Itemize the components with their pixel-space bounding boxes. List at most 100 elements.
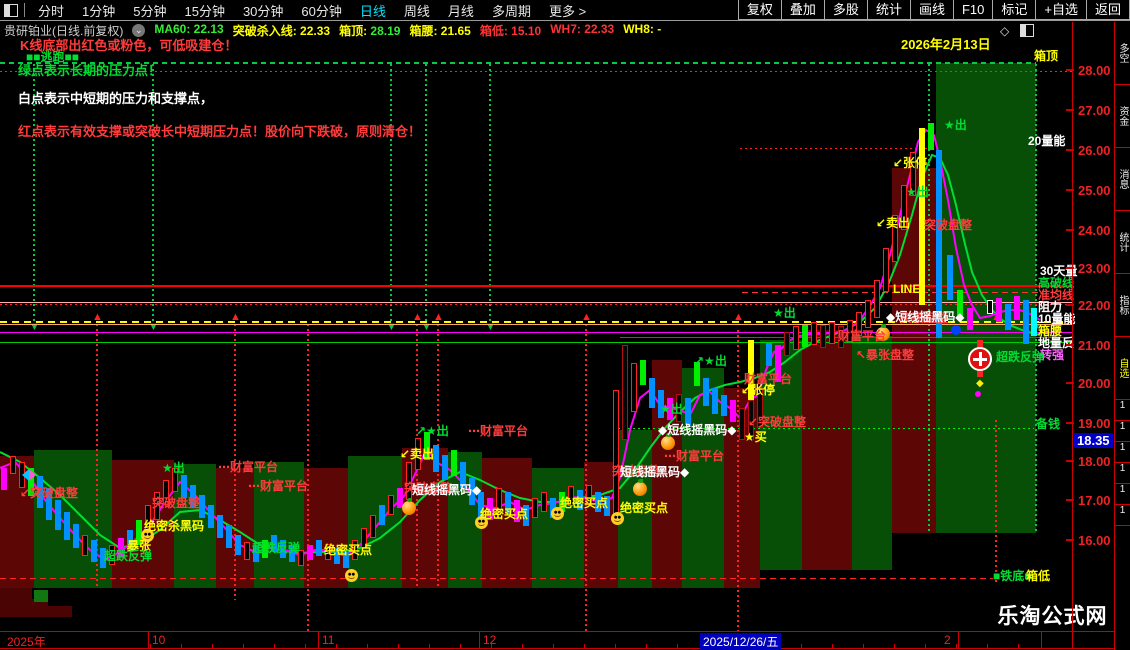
chart-label: ★出: [944, 118, 967, 132]
menu-item-分时[interactable]: 分时: [38, 3, 65, 19]
toolbar-button-复权[interactable]: 复权: [737, 0, 782, 20]
sidebar-strip-item[interactable]: 指标: [1115, 274, 1130, 337]
level-line: [0, 578, 993, 579]
candle: [496, 488, 502, 510]
level-line: [740, 148, 935, 149]
candle: [748, 340, 754, 400]
sidebar-strip-number[interactable]: 1: [1115, 463, 1130, 484]
menu-item-周线[interactable]: 周线: [403, 3, 430, 19]
candle: [442, 455, 448, 480]
volume-remnant: [48, 606, 72, 617]
toolbar-button-F10[interactable]: F10: [952, 0, 994, 20]
trend-band: [802, 330, 852, 570]
chart-label: 绿点表示长期的压力点！: [18, 63, 162, 78]
sidebar-strip-number[interactable]: 1: [1115, 400, 1130, 421]
chart-label: ★出: [660, 402, 683, 416]
candle: [631, 363, 637, 412]
toolbar-button-统计[interactable]: 统计: [866, 0, 911, 20]
time-axis-separator: [479, 632, 480, 648]
menu-item-日线[interactable]: 日线: [359, 3, 386, 19]
window-icon[interactable]: [4, 3, 18, 17]
level-line: [0, 332, 1072, 333]
menu-item-30分钟[interactable]: 30分钟: [242, 3, 284, 19]
current-date-badge: 2025/12/26/五: [700, 633, 782, 650]
trend-band: [254, 462, 304, 588]
trend-band: [174, 464, 216, 588]
sidebar-strip-item[interactable]: 自选: [1115, 337, 1130, 400]
candle: [316, 540, 322, 556]
toolbar-button-返回[interactable]: 返回: [1085, 0, 1130, 20]
chart-label: 高破线: [1038, 276, 1075, 290]
chart-label: 短线摇黑码◆: [412, 483, 482, 497]
toolbar-button-+自选[interactable]: +自选: [1035, 0, 1087, 20]
price-tick: [1066, 189, 1074, 191]
toolbar-button-叠加[interactable]: 叠加: [780, 0, 825, 20]
toolbar-button-多股[interactable]: 多股: [823, 0, 868, 20]
sidebar-strip-item[interactable]: 消息: [1115, 148, 1130, 211]
chart-label: 备钱: [1036, 417, 1061, 431]
sidebar-strip-number[interactable]: 1: [1115, 484, 1130, 505]
indicator-values: MA60: 22.13 突破杀入线: 22.33 箱顶: 28.19 箱腰: 21.6…: [154, 22, 661, 39]
candle: [370, 515, 376, 538]
sidebar-strip-item[interactable]: 多空: [1115, 22, 1130, 85]
diamond-icon[interactable]: ◇: [1000, 24, 1010, 38]
trend-band: [892, 168, 936, 533]
menu-item-更多 >[interactable]: 更多 >: [548, 3, 587, 19]
menu-item-5分钟[interactable]: 5分钟: [133, 3, 167, 19]
right-sidebar-strip[interactable]: 多空 资金 消息 统计 指标 自选 1 1 1 1 1 1: [1114, 22, 1130, 650]
sidebar-strip-item[interactable]: 统计: [1115, 211, 1130, 274]
indicator-field: 箱腰: 21.65: [409, 23, 471, 38]
menu-item-15分钟[interactable]: 15分钟: [184, 3, 225, 19]
indicator-field: WH7: 22.33: [550, 21, 615, 36]
menu-item-月线[interactable]: 月线: [447, 3, 474, 19]
menu-item-1分钟[interactable]: 1分钟: [82, 3, 116, 19]
candle: [550, 498, 556, 518]
panel-icon[interactable]: [1020, 24, 1034, 40]
chart-label: 突破盘整: [924, 218, 973, 232]
candle: [640, 360, 646, 385]
toolbar-button-画线[interactable]: 画线: [909, 0, 954, 20]
time-axis-tick: [1018, 644, 1019, 648]
candle: [802, 325, 808, 347]
candle: [343, 552, 349, 568]
sidebar-strip-number[interactable]: 1: [1115, 442, 1130, 463]
time-axis-tick: [584, 644, 585, 648]
watermark-title: 乐淘公式网: [997, 605, 1108, 628]
candle: [604, 496, 610, 516]
price-label: 26.00: [1078, 143, 1111, 158]
toolbar-button-标记[interactable]: 标记: [992, 0, 1037, 20]
candle: [658, 390, 664, 418]
time-axis-tick: [460, 644, 461, 648]
candle: [514, 500, 520, 522]
trend-band: [112, 460, 174, 588]
chart-label: 2026年2月13日: [901, 37, 991, 52]
chart-label: ↙张停: [741, 383, 776, 397]
up-arrow-icon: ▲: [581, 311, 592, 323]
candle: [424, 432, 430, 460]
chart-label: 财富平台: [838, 329, 887, 343]
candle: [883, 248, 889, 292]
chart-label: 箱腰: [1038, 324, 1063, 338]
menu-item-60分钟[interactable]: 60分钟: [301, 3, 342, 19]
chevron-down-icon[interactable]: ⌄: [132, 23, 146, 37]
candle: [730, 400, 736, 422]
price-label: 18.00: [1078, 454, 1111, 469]
level-line: [0, 71, 1072, 72]
time-axis-label: 2025年: [7, 635, 46, 649]
menu-item-多周期[interactable]: 多周期: [491, 3, 531, 19]
candle: [55, 500, 61, 530]
candle: [64, 512, 70, 540]
candle: [775, 345, 781, 382]
sidebar-strip-item[interactable]: 资金: [1115, 85, 1130, 148]
level-line: [0, 342, 1072, 343]
sidebar-strip-number[interactable]: 1: [1115, 421, 1130, 442]
sidebar-strip-number[interactable]: 1: [1115, 505, 1130, 526]
candle: [199, 495, 205, 518]
indicator-field: 箱低: 15.10: [479, 23, 542, 38]
candle: [793, 326, 799, 350]
chart-label: ★出: [906, 185, 929, 199]
chart-label: ★出: [773, 306, 796, 320]
candle: [46, 488, 52, 520]
time-axis-tick: [305, 644, 306, 648]
time-axis-separator: [318, 632, 319, 648]
